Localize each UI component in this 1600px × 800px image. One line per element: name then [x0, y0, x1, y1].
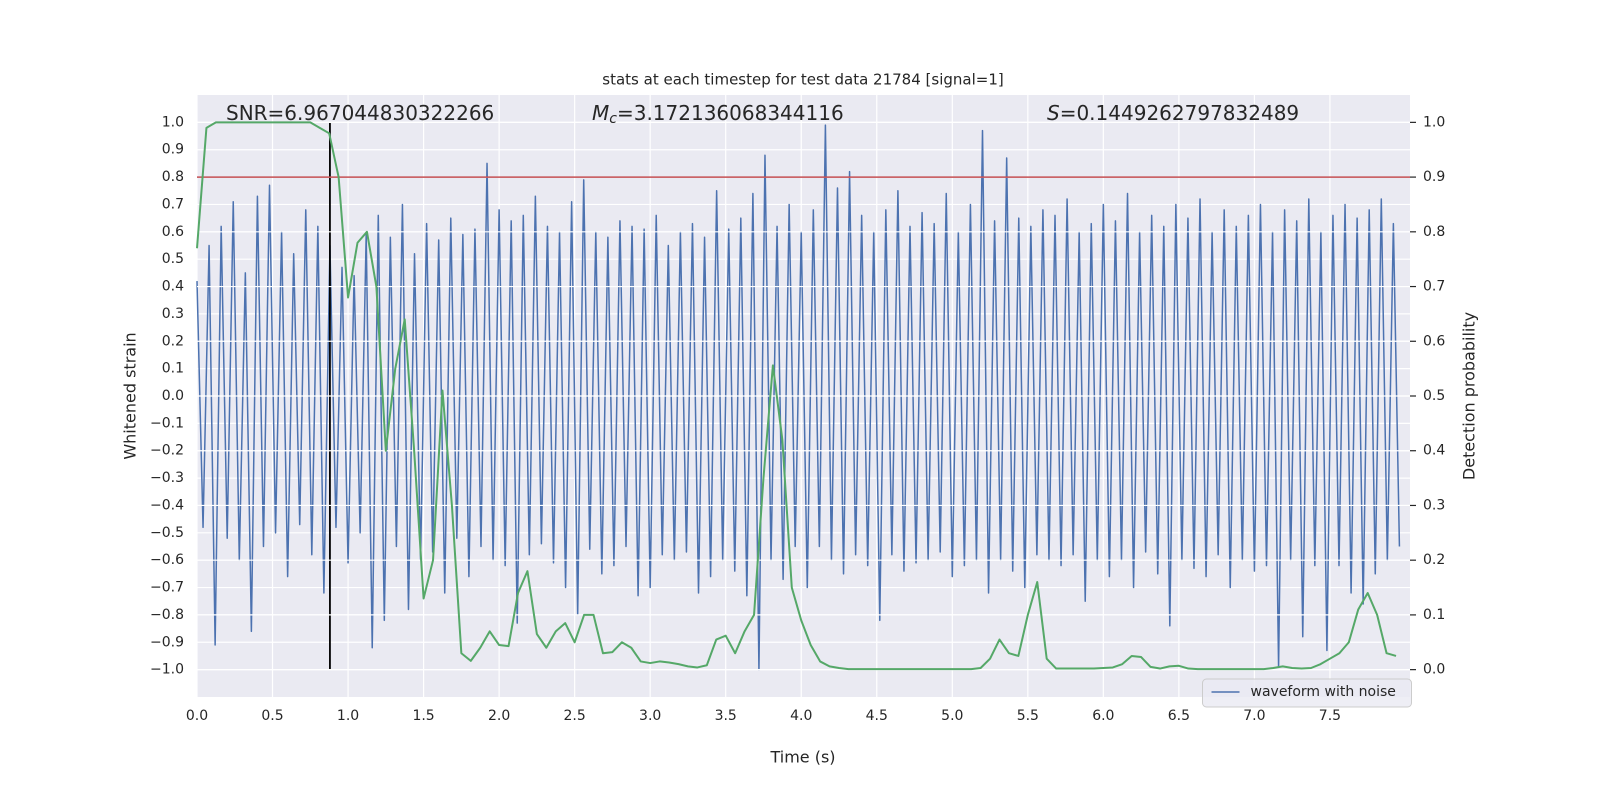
- y-tick-label: 0.4: [162, 279, 184, 295]
- chart-title: stats at each timestep for test data 217…: [602, 71, 1003, 89]
- y-tick-label: 0.2: [162, 333, 184, 349]
- series-line: [196, 124, 1401, 671]
- x-tick-label: 5.0: [941, 708, 963, 724]
- y2-tick-label: 0.2: [1423, 552, 1445, 568]
- y-tick-label: −0.3: [150, 470, 184, 486]
- y-tick-label: −0.9: [150, 634, 184, 650]
- annotation-part: SNR=6.967044830322266: [226, 101, 494, 125]
- y-axis-label: Whitened strain: [121, 332, 140, 459]
- y2-tick-label: 0.9: [1423, 169, 1445, 185]
- x-axis-label: Time (s): [769, 748, 835, 767]
- y-tick-label: −0.7: [150, 580, 184, 596]
- y-tick-label: −0.2: [150, 443, 184, 459]
- x-tick-label: 4.5: [866, 708, 888, 724]
- annotation-part: =0.1449262797832489: [1060, 101, 1299, 125]
- y-tick-label: 0.8: [162, 169, 184, 185]
- x-tick-label: 3.0: [639, 708, 661, 724]
- y-tick-label: −0.1: [150, 415, 184, 431]
- y2-tick-label: 0.8: [1423, 224, 1445, 240]
- annotation: Mc=3.172136068344116: [592, 101, 844, 128]
- annotation-part: S: [1047, 101, 1060, 125]
- annotation: SNR=6.967044830322266: [226, 101, 494, 125]
- y-tick-label: 0.9: [162, 142, 184, 158]
- y-tick-label: 0.1: [162, 361, 184, 377]
- y2-tick-label: 0.6: [1423, 333, 1445, 349]
- y-tick-label: 0.0: [162, 388, 184, 404]
- y2-tick-label: 0.0: [1423, 662, 1445, 678]
- x-tick-label: 3.5: [715, 708, 737, 724]
- x-tick-label: 0.5: [261, 708, 283, 724]
- y-tick-label: −0.6: [150, 552, 184, 568]
- x-tick-label: 6.5: [1168, 708, 1190, 724]
- y2-axis-label: Detection probability: [1460, 312, 1479, 480]
- y-tick-label: −1.0: [150, 662, 184, 678]
- y2-tick-label: 0.4: [1423, 443, 1445, 459]
- x-tick-label: 2.0: [488, 708, 510, 724]
- y-tick-label: 0.5: [162, 251, 184, 267]
- x-tick-label: 4.0: [790, 708, 812, 724]
- annotation-part: =3.172136068344116: [617, 101, 844, 125]
- y2-tick-label: 0.7: [1423, 279, 1445, 295]
- series-line: [196, 121, 1397, 671]
- x-tick-label: 1.5: [412, 708, 434, 724]
- annotation-part: c: [609, 111, 617, 127]
- y-tick-label: 0.3: [162, 306, 184, 322]
- annotation: S=0.1449262797832489: [1047, 101, 1299, 125]
- y-tick-label: 0.7: [162, 196, 184, 212]
- legend-label: waveform with noise: [1251, 684, 1396, 700]
- y-tick-label: −0.4: [150, 497, 184, 513]
- x-tick-label: 6.0: [1092, 708, 1114, 724]
- x-tick-label: 1.0: [337, 708, 359, 724]
- y-tick-label: −0.8: [150, 607, 184, 623]
- x-tick-label: 0.0: [186, 708, 208, 724]
- y2-tick-label: 0.5: [1423, 388, 1445, 404]
- y-tick-label: −0.5: [150, 525, 184, 541]
- x-tick-label: 7.0: [1243, 708, 1265, 724]
- y2-tick-label: 1.0: [1423, 114, 1445, 130]
- y2-tick-label: 0.3: [1423, 497, 1445, 513]
- x-tick-label: 2.5: [564, 708, 586, 724]
- x-tick-label: 5.5: [1017, 708, 1039, 724]
- annotation-part: M: [592, 101, 609, 125]
- x-tick-label: 7.5: [1319, 708, 1341, 724]
- y-tick-label: 1.0: [162, 114, 184, 130]
- y-tick-label: 0.6: [162, 224, 184, 240]
- legend-box: [1202, 678, 1412, 708]
- y2-tick-label: 0.1: [1423, 607, 1445, 623]
